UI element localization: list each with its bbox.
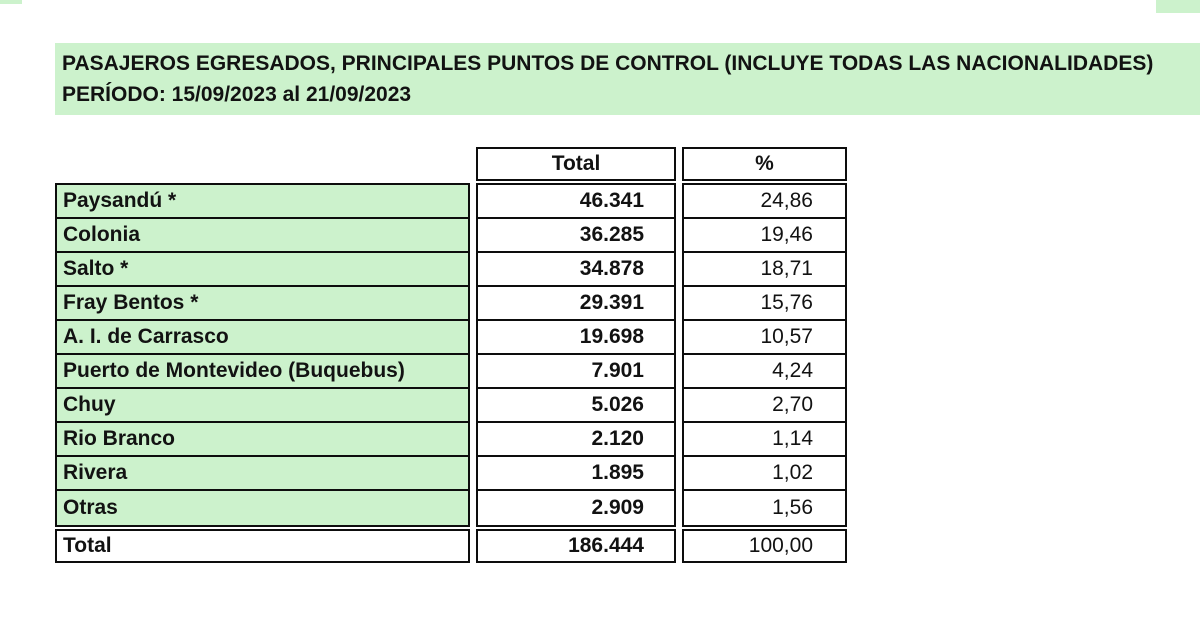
table-row-percent-value: 1,02	[684, 457, 845, 491]
grand-total-value: 186.444	[568, 534, 644, 557]
table-row-label: Paysandú *	[57, 185, 468, 219]
table-row-label: Fray Bentos *	[57, 287, 468, 321]
table-row-percent-value: 24,86	[684, 185, 845, 219]
table-row-percent-value: 19,46	[684, 219, 845, 253]
table-row-percent-value: 18,71	[684, 253, 845, 287]
table-row-label: Otras	[57, 491, 468, 525]
table-row-label: Puerto de Montevideo (Buquebus)	[57, 355, 468, 389]
table-row-percent-value: 1,56	[684, 491, 845, 525]
label-column-header-spacer	[55, 147, 470, 183]
grand-total-percent: 100,00	[748, 534, 813, 557]
table-row-total-value: 2.909	[478, 491, 674, 525]
top-left-green-artifact	[0, 0, 22, 4]
table-row-total-value: 46.341	[478, 185, 674, 219]
table-row-percent-value: 1,14	[684, 423, 845, 457]
column-percent: % 24,86 19,46 18,71 15,76 10,57 4,24 2,70 1,14 1…	[682, 147, 847, 563]
table-row-total-value: 29.391	[478, 287, 674, 321]
table-row-total-value: 7.901	[478, 355, 674, 389]
table-row-label: Rivera	[57, 457, 468, 491]
table-row-label: Salto *	[57, 253, 468, 287]
table-row-total-value: 19.698	[478, 321, 674, 355]
table-row-total-value: 36.285	[478, 219, 674, 253]
percent-column-header: %	[682, 147, 847, 181]
table-row-total-value: 1.895	[478, 457, 674, 491]
passengers-table: Paysandú * Colonia Salto * Fray Bentos * A. …	[55, 147, 847, 563]
table-row-percent-value: 15,76	[684, 287, 845, 321]
top-right-green-artifact	[1156, 0, 1200, 13]
table-row-label: A. I. de Carrasco	[57, 321, 468, 355]
report-title-block: PASAJEROS EGRESADOS, PRINCIPALES PUNTOS …	[55, 43, 1200, 115]
table-row-percent-value: 10,57	[684, 321, 845, 355]
table-row-label: Rio Branco	[57, 423, 468, 457]
report-period-line: PERÍODO: 15/09/2023 al 21/09/2023	[62, 83, 412, 106]
report-title-line1: PASAJEROS EGRESADOS, PRINCIPALES PUNTOS …	[62, 52, 1154, 75]
percent-values-box: 24,86 19,46 18,71 15,76 10,57 4,24 2,70 1,14 1,0…	[682, 183, 847, 527]
column-total: Total 46.341 36.285 34.878 29.391 19.698 7.90…	[476, 147, 676, 563]
control-point-labels-box: Paysandú * Colonia Salto * Fray Bentos * A. …	[55, 183, 470, 527]
total-values-box: 46.341 36.285 34.878 29.391 19.698 7.901 5.026…	[476, 183, 676, 527]
table-row-total-value: 34.878	[478, 253, 674, 287]
table-row-label: Colonia	[57, 219, 468, 253]
table-row-percent-value: 2,70	[684, 389, 845, 423]
total-column-header: Total	[476, 147, 676, 181]
table-row-total-value: 2.120	[478, 423, 674, 457]
table-row-total-value: 5.026	[478, 389, 674, 423]
column-control-points: Paysandú * Colonia Salto * Fray Bentos * A. …	[55, 147, 470, 563]
table-row-label: Chuy	[57, 389, 468, 423]
table-row-percent-value: 4,24	[684, 355, 845, 389]
total-row-label: Total	[55, 529, 470, 563]
